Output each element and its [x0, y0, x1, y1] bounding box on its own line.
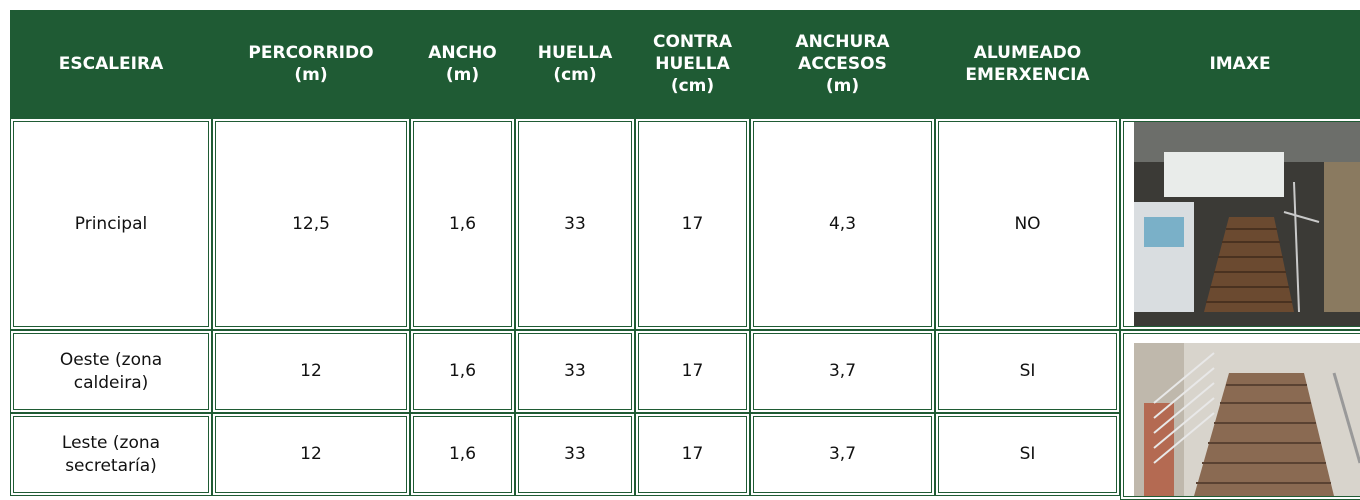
table-cell: SI	[935, 413, 1120, 496]
table-cell: Leste (zona secretaría)	[10, 413, 212, 496]
table-cell: 1,6	[410, 330, 515, 413]
header-cell: HUELLA (cm)	[515, 10, 635, 118]
header-cell: PERCORRIDO (m)	[212, 10, 410, 118]
table-cell: Oeste (zona caldeira)	[10, 330, 212, 413]
table-cell: 12,5	[212, 118, 410, 330]
page: ESCALEIRAPERCORRIDO (m)ANCHO (m)HUELLA (…	[0, 0, 1360, 496]
table-cell: 3,7	[750, 413, 935, 496]
header-cell: ANCHURA ACCESOS (m)	[750, 10, 935, 118]
table-cell: 33	[515, 118, 635, 330]
table-cell: 33	[515, 330, 635, 413]
table-cell: 17	[635, 413, 750, 496]
header-cell: ANCHO (m)	[410, 10, 515, 118]
stair-photo	[1134, 122, 1360, 326]
table-cell: 1,6	[410, 413, 515, 496]
table-cell: 4,3	[750, 118, 935, 330]
stair-photo	[1134, 343, 1360, 496]
table-cell: SI	[935, 330, 1120, 413]
table-cell: 33	[515, 413, 635, 496]
header-cell: IMAXE	[1120, 10, 1360, 118]
header-cell: ALUMEADO EMERXENCIA	[935, 10, 1120, 118]
header-cell: CONTRA HUELLA (cm)	[635, 10, 750, 118]
table-cell: NO	[935, 118, 1120, 330]
table-cell: Principal	[10, 118, 212, 330]
table-cell: 3,7	[750, 330, 935, 413]
table-cell: 12	[212, 413, 410, 496]
table-cell: 12	[212, 330, 410, 413]
table-cell: 17	[635, 118, 750, 330]
header-cell: ESCALEIRA	[10, 10, 212, 118]
table-cell: 1,6	[410, 118, 515, 330]
table-cell: 17	[635, 330, 750, 413]
